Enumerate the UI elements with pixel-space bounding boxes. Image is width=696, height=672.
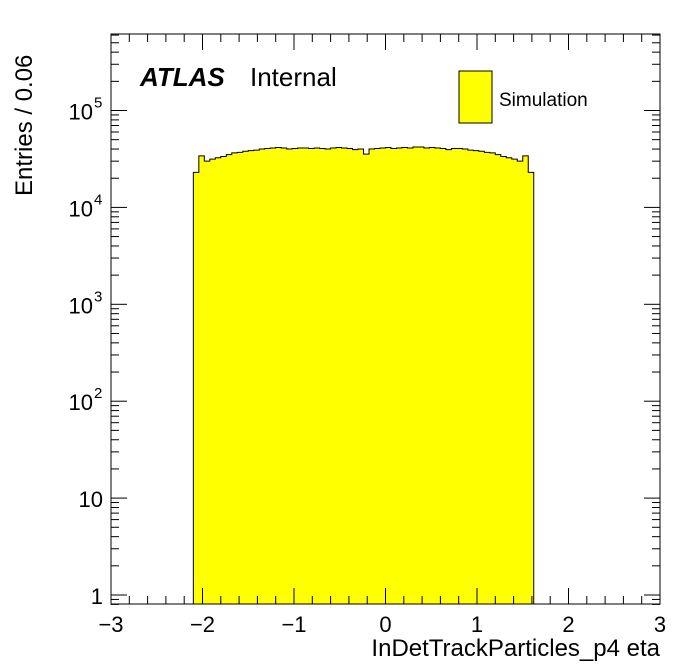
histogram-bin [193, 172, 200, 604]
histogram-bin [220, 156, 227, 604]
histogram-bin [319, 148, 326, 605]
histogram-bin [253, 150, 260, 604]
histogram-bin [325, 149, 331, 604]
x-axis-label: InDetTrackParticles_p4 eta [371, 635, 660, 662]
histogram-bin [242, 151, 249, 604]
x-tick-label: 2 [562, 612, 574, 637]
histogram-bin [478, 151, 485, 604]
histogram-bin [500, 156, 507, 604]
y-tick-label: 10 [69, 100, 93, 125]
histogram-bin [528, 172, 535, 604]
histogram-bin [418, 147, 425, 604]
histogram-bin [308, 148, 315, 605]
histogram-bin [286, 149, 293, 604]
axis-ticks [110, 34, 661, 605]
histogram-bin [407, 148, 414, 604]
x-tick-label: 0 [379, 612, 391, 637]
y-tick-exponent: 2 [94, 385, 102, 402]
histogram-bin [358, 149, 364, 604]
x-tick-label: −2 [190, 612, 215, 637]
histogram-bin [297, 148, 304, 604]
histogram-bin [204, 161, 211, 605]
histogram-bin [363, 154, 370, 604]
histogram-bin [396, 148, 403, 604]
histogram-bin [522, 155, 529, 604]
histogram-bin [385, 147, 392, 604]
histogram-bin [237, 152, 244, 604]
histogram-bin [264, 148, 271, 605]
y-tick-label: 10 [79, 487, 103, 512]
histogram-bin [456, 148, 463, 605]
histogram-bin [347, 148, 353, 605]
histogram-outline [192, 146, 535, 604]
histogram-bin [473, 150, 480, 605]
histogram-bin [451, 148, 458, 605]
histogram-bin [390, 148, 397, 605]
histogram-bin [336, 147, 342, 604]
histogram-bin [374, 148, 381, 605]
histogram-bin [292, 148, 299, 605]
histogram-bin [401, 147, 408, 604]
y-tick-label: 1 [91, 584, 103, 609]
histogram-bin [445, 149, 452, 604]
histogram-bin [467, 150, 474, 604]
histogram-bin [231, 152, 238, 604]
histogram-bin [259, 149, 266, 604]
histogram-bin [484, 152, 491, 604]
histogram-bin [248, 150, 255, 605]
histogram-bin [226, 154, 233, 604]
atlas-label: ATLAS [139, 62, 225, 92]
histogram-bars [192, 146, 535, 605]
histogram-bin [198, 155, 205, 604]
histogram-bin [369, 149, 375, 604]
histogram-bin [434, 148, 441, 604]
histogram-bin [495, 154, 502, 604]
histogram-bin [281, 148, 288, 604]
histogram-bin [330, 148, 337, 604]
histogram-bin [209, 159, 216, 605]
y-tick-exponent: 3 [94, 288, 102, 305]
histogram-bin [429, 147, 436, 604]
x-tick-label: −3 [98, 612, 123, 637]
histogram-bin [462, 149, 469, 604]
histogram-bin [412, 147, 419, 604]
y-axis-label: Entries / 0.06 [11, 55, 38, 196]
legend-swatch-simulation [458, 70, 493, 124]
legend: Simulation [458, 70, 588, 124]
histogram-bin [517, 161, 524, 605]
x-tick-label: 3 [654, 612, 666, 637]
histogram-bin [506, 157, 513, 605]
y-tick-label: 10 [69, 293, 93, 318]
histogram-bin [489, 152, 496, 604]
histogram-bin [423, 148, 430, 604]
internal-label: Internal [250, 62, 337, 92]
histogram-bin [303, 148, 310, 604]
histogram-bin [314, 148, 321, 604]
x-tick-label: −1 [281, 612, 306, 637]
y-tick-label: 10 [69, 390, 93, 415]
histogram-bin [215, 157, 222, 605]
y-tick-exponent: 4 [94, 191, 102, 208]
y-tick-exponent: 5 [94, 95, 102, 112]
histogram-bin [440, 148, 447, 605]
histogram-bin [270, 148, 277, 604]
x-tick-label: 1 [471, 612, 483, 637]
x-tick-labels: −3 −2 −1 0 1 2 3 [98, 612, 666, 637]
histogram-bin [380, 148, 386, 604]
histogram-bin [511, 159, 518, 605]
legend-label-simulation: Simulation [499, 90, 588, 111]
histogram-bin [341, 148, 348, 604]
histogram-bin [352, 149, 359, 604]
histogram-bin [275, 147, 282, 604]
y-tick-label: 10 [69, 196, 93, 221]
